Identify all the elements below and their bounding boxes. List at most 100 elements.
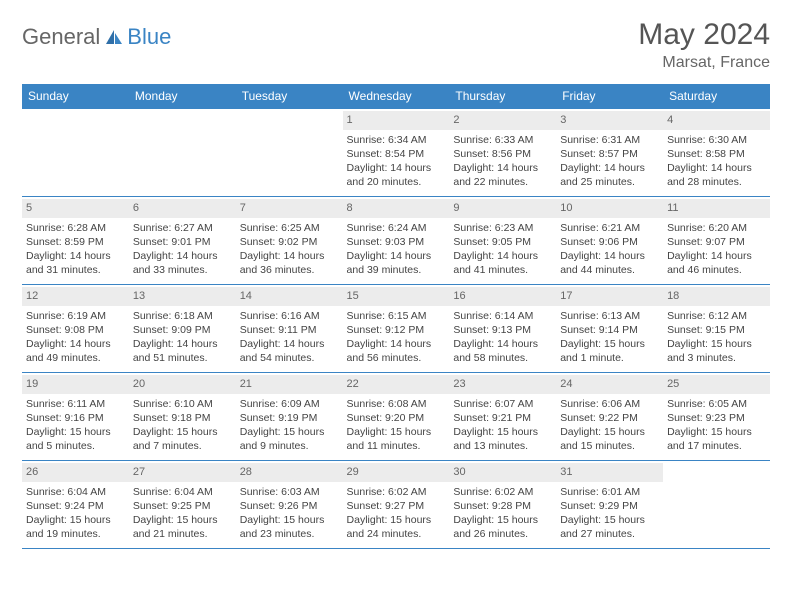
calendar-cell: 21 Sunrise: 6:09 AMSunset: 9:19 PMDayligh…: [236, 373, 343, 461]
calendar-cell: 4Sunrise: 6:30 AMSunset: 8:58 PMDaylight…: [663, 109, 770, 197]
day-number: 22: [343, 375, 450, 394]
sunset-text: Sunset: 9:05 PM: [453, 235, 552, 249]
sunrise-text: Sunrise: 6:01 AM: [560, 485, 659, 499]
day-number: 20: [129, 375, 236, 394]
sunset-text: Sunset: 9:14 PM: [560, 323, 659, 337]
calendar-cell: [236, 109, 343, 197]
calendar-cell: 11Sunrise: 6:20 AMSunset: 9:07 PMDayligh…: [663, 197, 770, 285]
calendar-cell: 1Sunrise: 6:34 AMSunset: 8:54 PMDaylight…: [343, 109, 450, 197]
calendar-cell: 18Sunrise: 6:12 AMSunset: 9:15 PMDayligh…: [663, 285, 770, 373]
sunrise-text: Sunrise: 6:03 AM: [240, 485, 339, 499]
sunset-text: Sunset: 9:27 PM: [347, 499, 446, 513]
daylight-text: Daylight: 14 hours and 28 minutes.: [667, 161, 766, 189]
calendar-cell: 15Sunrise: 6:15 AMSunset: 9:12 PMDayligh…: [343, 285, 450, 373]
day-number: 10: [556, 199, 663, 218]
weekday-header: Thursday: [449, 84, 556, 109]
sunrise-text: Sunrise: 6:04 AM: [133, 485, 232, 499]
calendar-cell: 2Sunrise: 6:33 AMSunset: 8:56 PMDaylight…: [449, 109, 556, 197]
calendar-week: 1Sunrise: 6:34 AMSunset: 8:54 PMDaylight…: [22, 109, 770, 197]
title-block: May 2024 Marsat, France: [638, 18, 770, 72]
sunset-text: Sunset: 9:09 PM: [133, 323, 232, 337]
calendar-cell: 24Sunrise: 6:06 AMSunset: 9:22 PMDayligh…: [556, 373, 663, 461]
calendar-table: SundayMondayTuesdayWednesdayThursdayFrid…: [22, 84, 770, 549]
sunset-text: Sunset: 9:21 PM: [453, 411, 552, 425]
daylight-text: Daylight: 15 hours and 19 minutes.: [26, 513, 125, 541]
day-number: 5: [22, 199, 129, 218]
calendar-body: 1Sunrise: 6:34 AMSunset: 8:54 PMDaylight…: [22, 109, 770, 549]
sunrise-text: Sunrise: 6:08 AM: [347, 397, 446, 411]
daylight-text: Daylight: 14 hours and 56 minutes.: [347, 337, 446, 365]
calendar-week: 26Sunrise: 6:04 AMSunset: 9:24 PMDayligh…: [22, 461, 770, 549]
sunrise-text: Sunrise: 6:09 AM: [240, 397, 339, 411]
weekday-header: Tuesday: [236, 84, 343, 109]
sunset-text: Sunset: 9:02 PM: [240, 235, 339, 249]
sunrise-text: Sunrise: 6:31 AM: [560, 133, 659, 147]
daylight-text: Daylight: 14 hours and 31 minutes.: [26, 249, 125, 277]
day-number: 6: [129, 199, 236, 218]
sunset-text: Sunset: 9:23 PM: [667, 411, 766, 425]
sunset-text: Sunset: 9:28 PM: [453, 499, 552, 513]
day-number: 21: [236, 375, 343, 394]
calendar-cell: 27Sunrise: 6:04 AMSunset: 9:25 PMDayligh…: [129, 461, 236, 549]
sunrise-text: Sunrise: 6:10 AM: [133, 397, 232, 411]
calendar-cell: 25Sunrise: 6:05 AMSunset: 9:23 PMDayligh…: [663, 373, 770, 461]
sunrise-text: Sunrise: 6:18 AM: [133, 309, 232, 323]
brand-part1: General: [22, 24, 100, 50]
day-number: 17: [556, 287, 663, 306]
day-number: 29: [343, 463, 450, 482]
day-number: 7: [236, 199, 343, 218]
weekday-header: Saturday: [663, 84, 770, 109]
daylight-text: Daylight: 14 hours and 33 minutes.: [133, 249, 232, 277]
day-number: 4: [663, 111, 770, 130]
sunrise-text: Sunrise: 6:06 AM: [560, 397, 659, 411]
calendar-cell: 5Sunrise: 6:28 AMSunset: 8:59 PMDaylight…: [22, 197, 129, 285]
daylight-text: Daylight: 14 hours and 44 minutes.: [560, 249, 659, 277]
daylight-text: Daylight: 14 hours and 49 minutes.: [26, 337, 125, 365]
sunrise-text: Sunrise: 6:28 AM: [26, 221, 125, 235]
sunrise-text: Sunrise: 6:24 AM: [347, 221, 446, 235]
sunrise-text: Sunrise: 6:07 AM: [453, 397, 552, 411]
day-number: 23: [449, 375, 556, 394]
day-number: 26: [22, 463, 129, 482]
day-number: 24: [556, 375, 663, 394]
sunset-text: Sunset: 9:19 PM: [240, 411, 339, 425]
sunrise-text: Sunrise: 6:16 AM: [240, 309, 339, 323]
day-number: 9: [449, 199, 556, 218]
calendar-cell: 16Sunrise: 6:14 AMSunset: 9:13 PMDayligh…: [449, 285, 556, 373]
day-number: 15: [343, 287, 450, 306]
calendar-cell: 29Sunrise: 6:02 AMSunset: 9:27 PMDayligh…: [343, 461, 450, 549]
daylight-text: Daylight: 15 hours and 9 minutes.: [240, 425, 339, 453]
daylight-text: Daylight: 14 hours and 58 minutes.: [453, 337, 552, 365]
day-number: 19: [22, 375, 129, 394]
day-number: 18: [663, 287, 770, 306]
calendar-cell: 9Sunrise: 6:23 AMSunset: 9:05 PMDaylight…: [449, 197, 556, 285]
daylight-text: Daylight: 15 hours and 5 minutes.: [26, 425, 125, 453]
sunset-text: Sunset: 9:16 PM: [26, 411, 125, 425]
sunrise-text: Sunrise: 6:27 AM: [133, 221, 232, 235]
calendar-cell: 3Sunrise: 6:31 AMSunset: 8:57 PMDaylight…: [556, 109, 663, 197]
calendar-cell: 10Sunrise: 6:21 AMSunset: 9:06 PMDayligh…: [556, 197, 663, 285]
daylight-text: Daylight: 14 hours and 39 minutes.: [347, 249, 446, 277]
calendar-cell: 7 Sunrise: 6:25 AMSunset: 9:02 PMDaylight…: [236, 197, 343, 285]
day-number: 12: [22, 287, 129, 306]
weekday-header: Wednesday: [343, 84, 450, 109]
sunset-text: Sunset: 8:58 PM: [667, 147, 766, 161]
day-number: 25: [663, 375, 770, 394]
sunrise-text: Sunrise: 6:11 AM: [26, 397, 125, 411]
sunset-text: Sunset: 9:15 PM: [667, 323, 766, 337]
daylight-text: Daylight: 15 hours and 7 minutes.: [133, 425, 232, 453]
sunset-text: Sunset: 9:20 PM: [347, 411, 446, 425]
sunrise-text: Sunrise: 6:15 AM: [347, 309, 446, 323]
sunrise-text: Sunrise: 6:21 AM: [560, 221, 659, 235]
sunrise-text: Sunrise: 6:25 AM: [240, 221, 339, 235]
sunrise-text: Sunrise: 6:13 AM: [560, 309, 659, 323]
daylight-text: Daylight: 15 hours and 3 minutes.: [667, 337, 766, 365]
location-label: Marsat, France: [638, 54, 770, 72]
day-number: 28: [236, 463, 343, 482]
calendar-cell: 30Sunrise: 6:02 AMSunset: 9:28 PMDayligh…: [449, 461, 556, 549]
sunset-text: Sunset: 9:13 PM: [453, 323, 552, 337]
daylight-text: Daylight: 14 hours and 36 minutes.: [240, 249, 339, 277]
daylight-text: Daylight: 14 hours and 54 minutes.: [240, 337, 339, 365]
daylight-text: Daylight: 15 hours and 11 minutes.: [347, 425, 446, 453]
calendar-week: 5Sunrise: 6:28 AMSunset: 8:59 PMDaylight…: [22, 197, 770, 285]
